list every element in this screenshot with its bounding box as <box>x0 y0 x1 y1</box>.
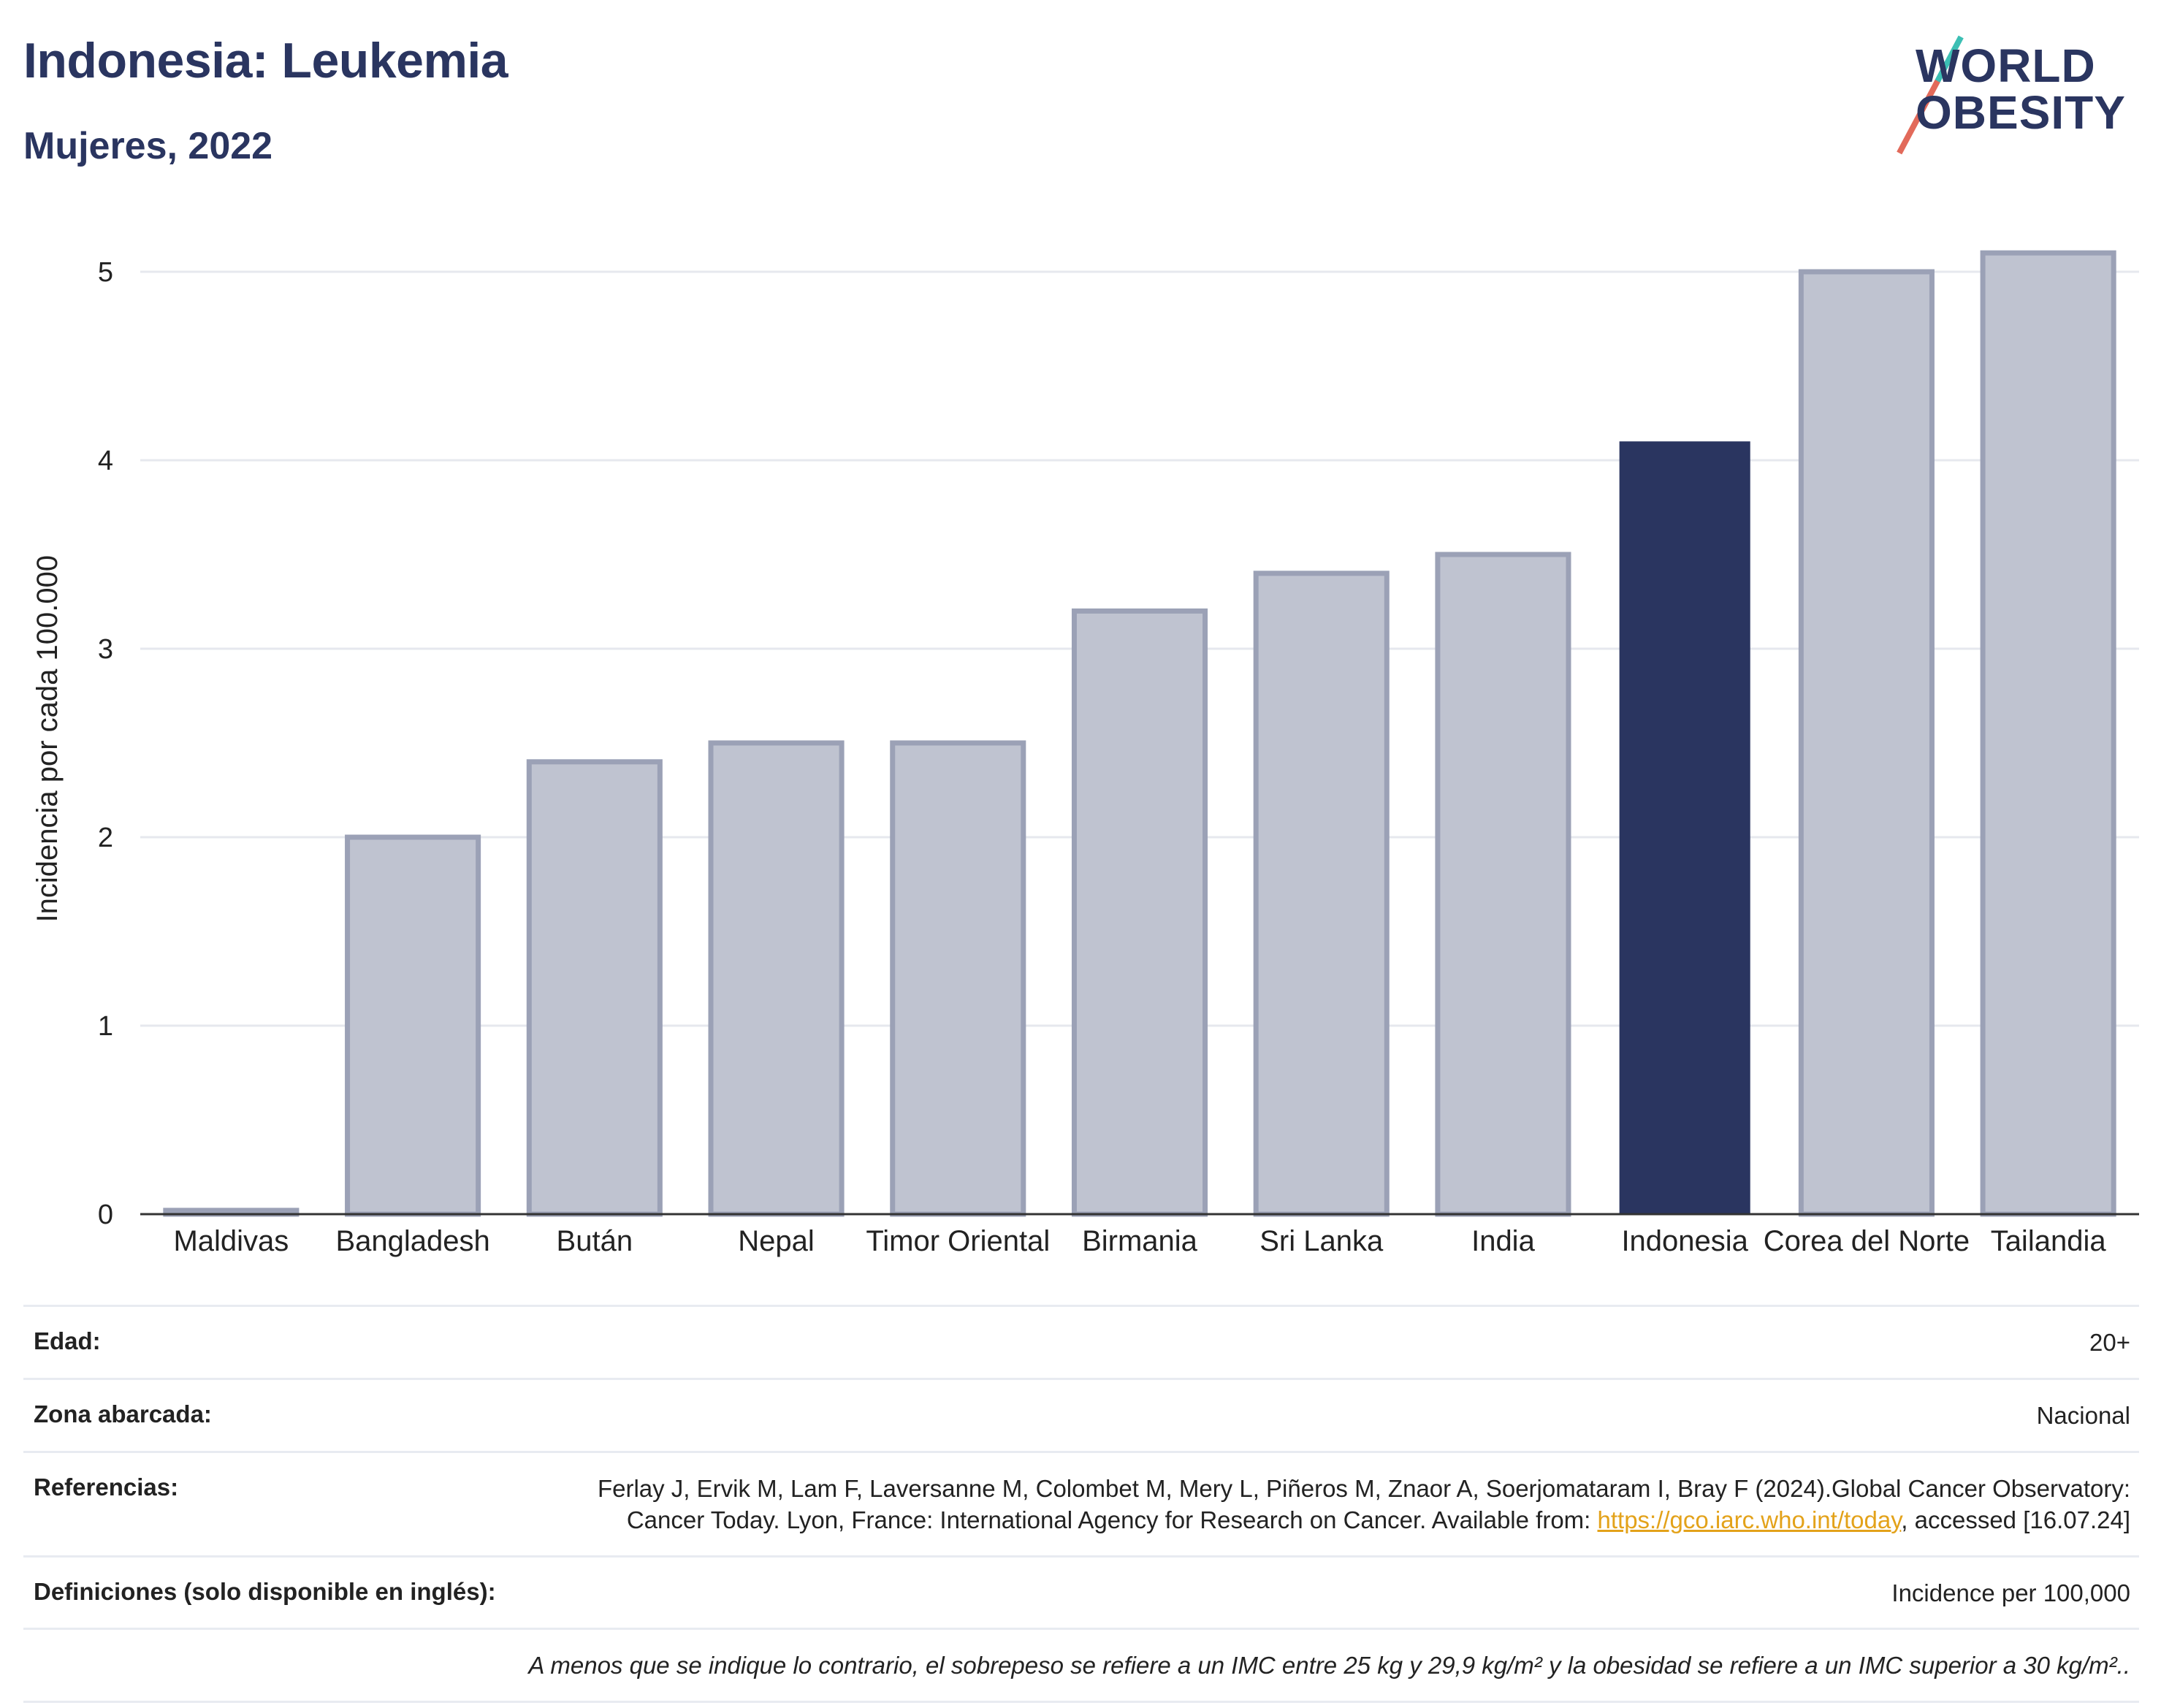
x-tick-label-tailandia: Tailandia <box>1991 1225 2107 1257</box>
info-row-definitions: Definiciones (solo disponible en inglés)… <box>23 1555 2139 1628</box>
axis-labels: 0 1 2 3 4 5 Maldivas Bangladesh Bután Nepal Timor … <box>98 257 2106 1257</box>
x-tick-label-corea-del-norte: Corea del Norte <box>1764 1225 1970 1257</box>
chart-subtitle: Mujeres, 2022 <box>23 125 273 167</box>
x-tick-label-indonesia: Indonesia <box>1621 1225 1748 1257</box>
bar-birmania <box>1071 608 1208 1217</box>
bar-corea-del-norte <box>1798 269 1935 1217</box>
references-accessed: , accessed [16.07.24] <box>1901 1506 2130 1533</box>
logo-word-world: WORLD <box>1916 39 2096 92</box>
info-row-area: Zona abarcada: Nacional <box>23 1377 2139 1451</box>
definitions-value: Incidence per 100,000 <box>1891 1579 2130 1606</box>
y-tick-label-0: 0 <box>98 1200 113 1230</box>
bar-bután <box>526 759 663 1217</box>
x-tick-label-maldivas: Maldivas <box>173 1225 289 1257</box>
bar-timor-oriental <box>890 740 1026 1217</box>
x-tick-label-timor-oriental: Timor Oriental <box>866 1225 1050 1257</box>
age-value: 20+ <box>2089 1329 2130 1356</box>
x-tick-label-india: India <box>1471 1225 1535 1257</box>
x-tick-label-bangladesh: Bangladesh <box>335 1225 489 1257</box>
bar-tailandia <box>1980 250 2116 1217</box>
chart-title: Indonesia: Leukemia <box>23 33 508 88</box>
area-value: Nacional <box>2036 1401 2130 1429</box>
references-text: Ferlay J, Ervik M, Lam F, Laversanne M, … <box>597 1474 2130 1533</box>
bar-sri-lanka <box>1253 571 1390 1217</box>
references-label: Referencias: <box>34 1473 179 1501</box>
y-tick-label-1: 1 <box>98 1011 113 1042</box>
info-table: Edad: 20+ Zona abarcada: Nacional Refere… <box>23 1305 2139 1704</box>
area-label: Zona abarcada: <box>34 1400 212 1427</box>
info-row-note: A menos que se indique lo contrario, el … <box>23 1628 2139 1704</box>
info-row-age: Edad: 20+ <box>23 1305 2139 1378</box>
definitions-label: Definiciones (solo disponible en inglés)… <box>34 1577 496 1605</box>
bar-indonesia <box>1619 441 1750 1215</box>
references-link[interactable]: https://gco.iarc.who.int/today <box>1597 1506 1902 1533</box>
bar-india <box>1435 552 1571 1217</box>
x-tick-label-bután: Bután <box>557 1225 633 1257</box>
references-value: Ferlay J, Ervik M, Lam F, Laversanne M, … <box>523 1473 2130 1536</box>
world-obesity-logo: WORLD OBESITY <box>1897 22 2148 155</box>
y-axis-label: Incidencia por cada 100.000 <box>31 555 64 923</box>
x-tick-label-sri-lanka: Sri Lanka <box>1259 1225 1384 1257</box>
bars <box>163 250 2116 1217</box>
y-tick-label-3: 3 <box>98 634 113 665</box>
x-tick-label-nepal: Nepal <box>738 1225 815 1257</box>
bar-bangladesh <box>345 834 481 1217</box>
y-tick-label-2: 2 <box>98 823 113 853</box>
info-row-references: Referencias: Ferlay J, Ervik M, Lam F, L… <box>23 1450 2139 1555</box>
footnote: A menos que se indique lo contrario, el … <box>528 1652 2130 1680</box>
x-tick-label-birmania: Birmania <box>1082 1225 1198 1257</box>
y-tick-label-5: 5 <box>98 257 113 288</box>
bar-chart: 0 1 2 3 4 5 Maldivas Bangladesh Bután Nepal Timor … <box>31 250 2139 1257</box>
bar-nepal <box>708 740 845 1217</box>
logo-word-obesity: OBESITY <box>1916 86 2126 139</box>
age-label: Edad: <box>34 1327 101 1354</box>
y-tick-label-4: 4 <box>98 446 113 476</box>
